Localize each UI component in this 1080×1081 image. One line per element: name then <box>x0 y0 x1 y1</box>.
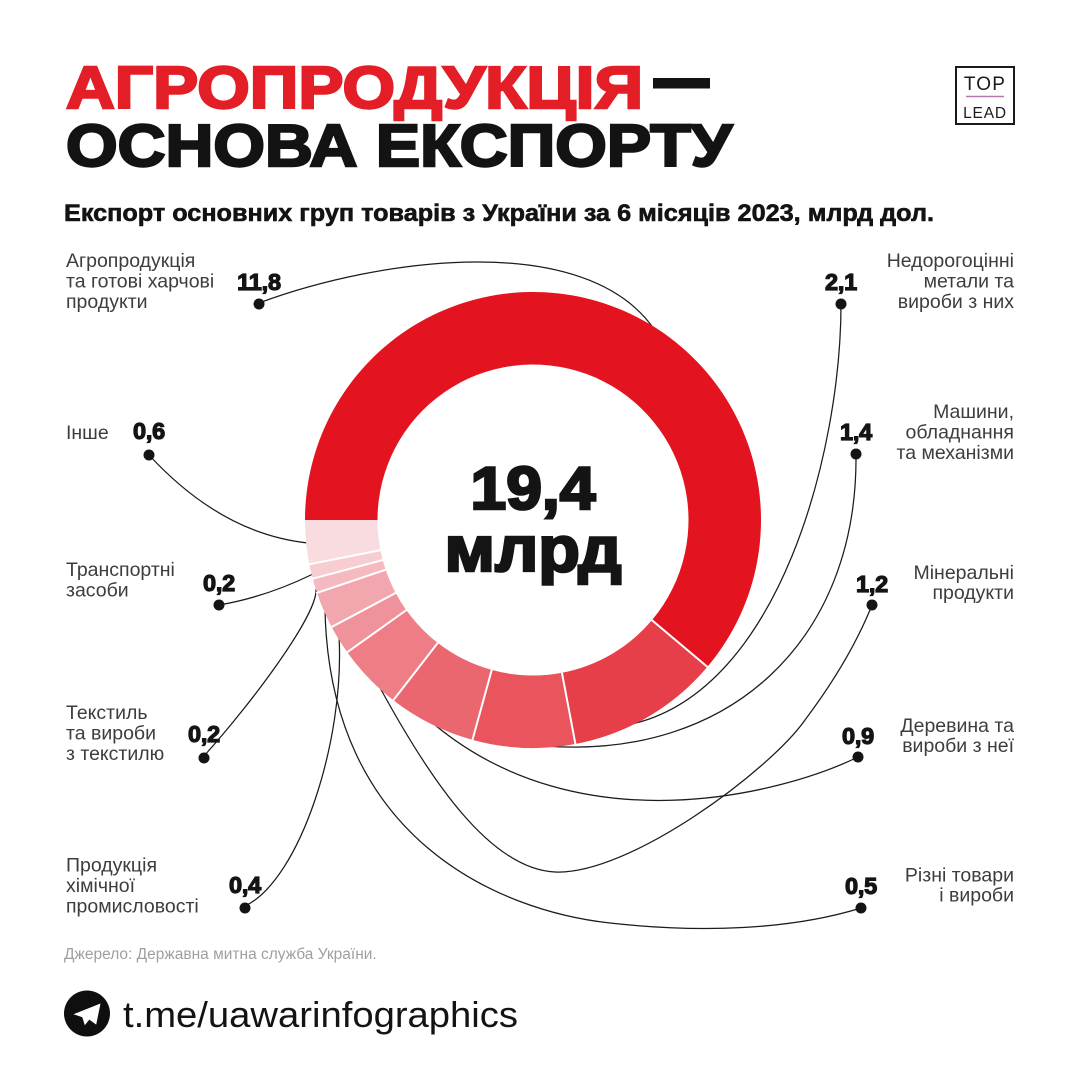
svg-text:11,8: 11,8 <box>237 269 281 295</box>
svg-text:та вироби: та вироби <box>66 723 156 745</box>
svg-text:промисловості: промисловості <box>66 896 199 918</box>
svg-text:Різні товари: Різні товари <box>905 865 1014 887</box>
svg-text:Джерело: Державна митна служба: Джерело: Державна митна служба України. <box>64 946 377 963</box>
svg-text:Експорт основних груп товарів: Експорт основних груп товарів з України … <box>64 200 934 227</box>
svg-text:0,4: 0,4 <box>229 872 261 898</box>
svg-text:вироби з них: вироби з них <box>898 291 1014 313</box>
svg-text:продукти: продукти <box>932 582 1014 604</box>
svg-text:0,2: 0,2 <box>203 570 235 596</box>
svg-text:LEAD: LEAD <box>963 105 1007 122</box>
svg-text:млрд: млрд <box>445 513 622 585</box>
svg-text:обладнання: обладнання <box>906 422 1014 444</box>
svg-text:TOP: TOP <box>964 74 1006 95</box>
svg-text:1,4: 1,4 <box>840 419 872 445</box>
svg-text:0,2: 0,2 <box>188 721 220 747</box>
svg-text:Інше: Інше <box>66 422 109 444</box>
svg-text:хімічної: хімічної <box>66 875 136 897</box>
svg-text:Текстиль: Текстиль <box>66 702 148 724</box>
svg-text:продукти: продукти <box>66 291 148 313</box>
svg-text:19,4: 19,4 <box>471 455 597 522</box>
svg-text:2,1: 2,1 <box>825 269 857 295</box>
svg-text:засоби: засоби <box>66 580 129 602</box>
svg-text:і вироби: і вироби <box>939 885 1014 907</box>
svg-text:Деревина та: Деревина та <box>900 715 1014 737</box>
svg-text:1,2: 1,2 <box>856 571 888 597</box>
svg-text:АГРОПРОДУКЦІЯ: АГРОПРОДУКЦІЯ <box>66 55 643 121</box>
svg-text:ОСНОВА ЕКСПОРТУ: ОСНОВА ЕКСПОРТУ <box>66 113 733 179</box>
svg-text:вироби з неї: вироби з неї <box>902 735 1014 757</box>
svg-text:та готові харчові: та готові харчові <box>66 271 214 293</box>
svg-text:та механізми: та механізми <box>896 442 1014 464</box>
svg-text:0,9: 0,9 <box>842 723 874 749</box>
svg-text:з текстилю: з текстилю <box>66 743 164 765</box>
svg-text:Агропродукція: Агропродукція <box>66 250 195 272</box>
svg-text:Мінеральні: Мінеральні <box>913 562 1014 584</box>
svg-text:0,6: 0,6 <box>133 418 165 444</box>
svg-text:Продукція: Продукція <box>66 855 157 877</box>
svg-text:Машини,: Машини, <box>933 401 1014 423</box>
svg-text:0,5: 0,5 <box>845 873 877 899</box>
svg-text:метали та: метали та <box>924 271 1015 293</box>
svg-text:Недорогоцінні: Недорогоцінні <box>887 250 1014 272</box>
svg-text:Транспортні: Транспортні <box>66 559 175 581</box>
svg-text:t.me/uawarinfographics: t.me/uawarinfographics <box>123 994 518 1035</box>
